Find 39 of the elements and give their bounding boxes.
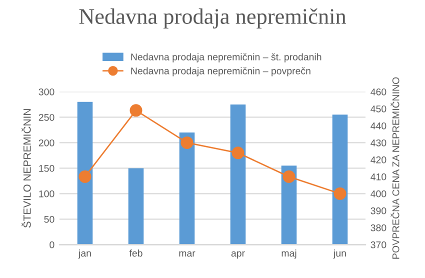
point — [180, 136, 194, 149]
y-tick-label: 0 — [50, 241, 54, 248]
y2-tick-label: 420 — [370, 156, 386, 164]
y-tick-label: 150 — [39, 164, 54, 172]
point — [232, 146, 244, 160]
y2-tick-label: 440 — [370, 122, 386, 130]
chart-title: Nedavna prodaja nepremičnin — [79, 8, 346, 29]
y-tick-label: 50 — [44, 216, 54, 223]
x-tick-label: feb — [129, 250, 142, 257]
point — [78, 170, 92, 183]
bar — [230, 104, 246, 245]
y2-tick-label: 410 — [370, 173, 386, 180]
y2-tick-label: 400 — [370, 190, 386, 198]
bar — [77, 102, 93, 245]
legend-label: Nedavna prodaja nepremičnin – št. prodanih — [131, 53, 322, 62]
y-axis-title: ŠTEVILO NEPREMIČNIN — [22, 109, 31, 228]
y2-tick-label: 390 — [370, 207, 386, 214]
y2-tick-label: 460 — [370, 88, 386, 96]
y2-tick-label: 450 — [370, 105, 386, 112]
x-tick-label: jun — [333, 250, 346, 259]
x-tick-label: jan — [78, 250, 91, 259]
bar — [332, 114, 348, 245]
point — [334, 187, 346, 200]
y-tick-label: 250 — [38, 114, 54, 121]
x-tick-label: apr — [231, 251, 245, 259]
y2-tick-label: 380 — [370, 224, 386, 232]
legend-label: Nedavna prodaja nepremičnin – povprečn — [131, 67, 310, 76]
y2-tick-label: 430 — [370, 139, 386, 146]
y2-axis-title: POVPREČNA CENA ZA NEPREMIČNINO — [390, 77, 400, 259]
point — [282, 170, 296, 183]
x-tick-label: mar — [179, 251, 196, 257]
bar — [128, 168, 144, 245]
y-tick-label: 100 — [39, 190, 54, 198]
y2-tick-label: 370 — [370, 241, 386, 248]
bar — [179, 132, 195, 245]
x-tick-label: maj — [282, 250, 296, 259]
y-tick-label: 300 — [38, 88, 54, 96]
point — [130, 104, 142, 117]
y-tick-label: 200 — [38, 139, 54, 146]
